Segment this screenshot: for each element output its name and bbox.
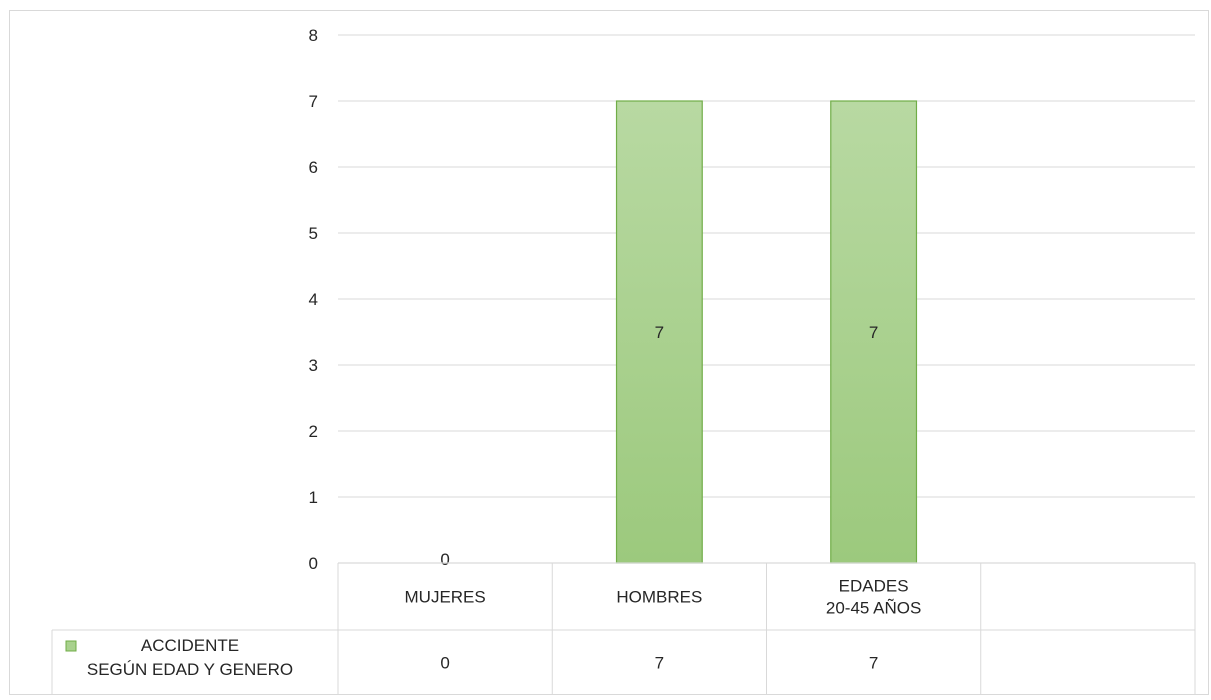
y-tick-label: 1 [309, 488, 318, 507]
bar [830, 100, 918, 564]
data-label: 0 [440, 550, 449, 569]
category-label: 20-45 AÑOS [826, 599, 921, 618]
data-table: MUJERES HOMBRES EDADES 20-45 AÑOS ACCIDENTE S… [51, 562, 1196, 695]
category-label: EDADES [839, 577, 909, 596]
y-tick-label: 6 [309, 158, 318, 177]
chart-frame [9, 10, 1209, 695]
series-name: ACCIDENTE [141, 636, 239, 655]
y-tick-label: 5 [309, 224, 318, 243]
y-tick-label: 4 [309, 290, 318, 309]
series-name: SEGÚN EDAD Y GENERO [87, 660, 293, 679]
y-tick-label: 7 [309, 92, 318, 111]
bars [615, 100, 918, 564]
y-axis: 0 1 2 3 4 5 6 7 8 [309, 26, 318, 573]
y-tick-label: 0 [309, 554, 318, 573]
data-labels: 0 7 7 [440, 323, 878, 569]
data-label: 7 [655, 323, 664, 342]
y-tick-label: 3 [309, 356, 318, 375]
category-label: MUJERES [405, 588, 486, 607]
table-value: 7 [655, 654, 664, 673]
y-tick-label: 8 [309, 26, 318, 45]
legend-key [65, 640, 77, 652]
y-tick-label: 2 [309, 422, 318, 441]
category-label: HOMBRES [616, 588, 702, 607]
table-value: 0 [440, 654, 449, 673]
gridlines [338, 34, 1195, 498]
table-value: 7 [869, 654, 878, 673]
data-label: 7 [869, 323, 878, 342]
